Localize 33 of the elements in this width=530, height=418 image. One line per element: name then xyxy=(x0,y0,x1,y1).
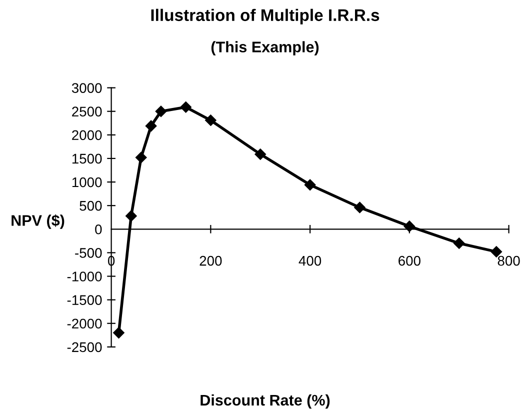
x-tick-label: 800 xyxy=(498,256,520,266)
point xyxy=(126,210,137,222)
x-axis-title: Discount Rate (%) xyxy=(200,394,330,409)
point xyxy=(454,238,465,249)
point xyxy=(490,246,502,258)
y-tick-label: 1000 xyxy=(72,177,102,188)
y-tick-label: -1500 xyxy=(67,295,102,305)
point xyxy=(254,148,266,160)
y-tick-label: 3000 xyxy=(72,83,102,93)
x-tick-label: 600 xyxy=(398,256,420,266)
point xyxy=(113,327,124,338)
point xyxy=(304,179,316,190)
y-tick-label: -2000 xyxy=(67,318,102,329)
point xyxy=(404,220,416,232)
y-tick-label: 2500 xyxy=(72,106,102,117)
point xyxy=(180,101,192,113)
point xyxy=(155,106,167,117)
y-tick-label: -1000 xyxy=(67,272,102,282)
point xyxy=(145,120,157,132)
y-axis-title: NPV ($) xyxy=(12,214,64,229)
y-tick-label: 500 xyxy=(80,200,102,211)
chart-subtitle: (This Example) xyxy=(211,41,319,56)
y-tick-label: -500 xyxy=(75,248,102,258)
point xyxy=(354,202,366,214)
point xyxy=(205,114,216,126)
x-tick-label: 400 xyxy=(298,256,322,266)
y-tick-label: -2500 xyxy=(67,342,102,352)
x-tick-label: 200 xyxy=(200,256,222,266)
chart-title: Illustration of Multiple I.R.R.s xyxy=(151,8,380,24)
y-tick-label: 2000 xyxy=(72,130,102,140)
y-tick-label: 1500 xyxy=(72,154,102,164)
point xyxy=(136,152,147,164)
y-tick-label: 0 xyxy=(95,224,102,234)
